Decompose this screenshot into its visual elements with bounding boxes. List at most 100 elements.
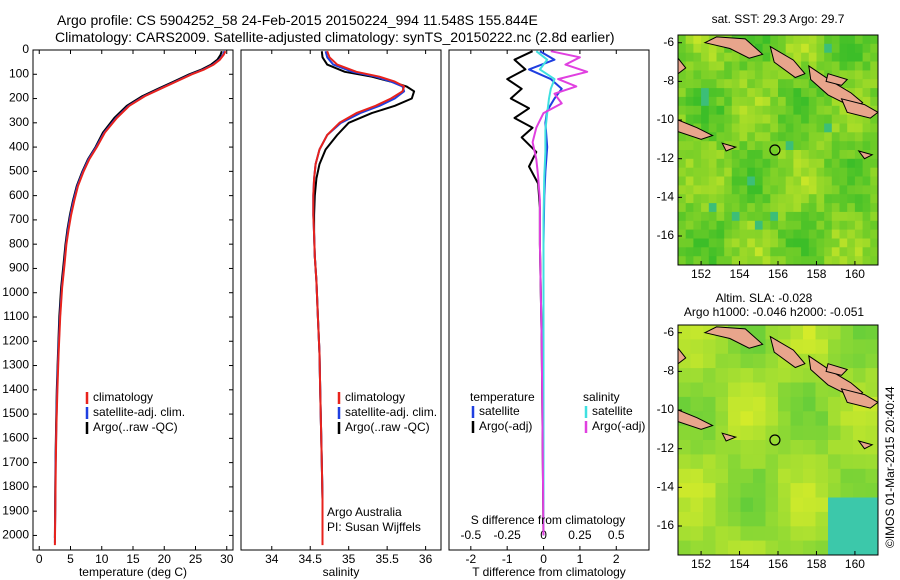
heatmap-cell [831,123,841,133]
heatmap-cell [770,114,779,124]
heatmap-cell [839,150,848,160]
heatmap-cell [840,440,854,455]
heatmap-cell [762,114,771,124]
heatmap-cell [731,132,741,142]
heatmap-cell [831,238,841,248]
heatmap-cell [847,194,856,204]
heatmap-cell [778,483,792,499]
map-y-tick-label: -12 [657,441,675,455]
heatmap-cell [840,353,854,369]
heatmap-cell [847,141,856,151]
annotation-pi: PI: Susan Wijffels [327,520,421,534]
heatmap-cell [753,454,767,470]
heatmap-cell [853,497,867,513]
heatmap-cell [847,132,856,142]
heatmap-cell [753,382,767,398]
heatmap-cell [762,105,771,116]
heatmap-cell [824,43,833,54]
heatmap-cell [765,325,779,340]
heatmap-cell [716,211,725,222]
heatmap-cell [701,185,710,195]
heatmap-cell [770,35,779,45]
heatmap-cell [778,96,787,107]
land-polygon [840,98,878,119]
heatmap-cell [753,468,767,484]
heatmap-cell [801,203,810,213]
heatmap-cell [708,185,718,195]
heatmap-cell [701,88,710,98]
heatmap-cell [715,382,729,398]
heatmap-cell [862,96,871,107]
heatmap-cell [865,483,878,499]
heatmap-cell [693,256,702,265]
heatmap-cell [828,454,842,470]
heatmap-cell [693,61,702,71]
heatmap-cell [808,61,818,71]
heatmap-cell [790,511,804,527]
heatmap-cell [847,123,856,133]
heatmap-cell [770,132,779,142]
heatmap-cell [793,52,802,63]
heatmap-cell [808,52,818,63]
heatmap-cell [754,247,764,257]
heatmap-cell [716,158,725,169]
heatmap-cell [690,368,704,384]
heatmap-cell [685,35,694,45]
heatmap-cell [828,468,842,484]
heatmap-cell [865,339,878,355]
heatmap-cell [828,511,842,527]
heatmap-cell [847,185,856,195]
heatmap-cell [831,194,841,204]
heatmap-cell [754,141,764,151]
heatmap-cell [778,425,792,441]
heatmap-cell [839,220,848,231]
y-tick-label: 1200 [2,333,29,347]
heatmap-cell [785,176,794,186]
heatmap-cell [778,43,787,54]
heatmap-cell [824,167,833,178]
heatmap-cell [793,96,802,107]
legend-label: Argo(..raw -QC) [345,420,430,434]
heatmap-cell [839,185,848,195]
heatmap-cell [847,43,856,54]
heatmap-cell [865,411,878,427]
legend-label: satellite [592,404,633,418]
heatmap-cell [678,132,687,142]
heatmap-cell [739,256,748,265]
heatmap-cell [808,79,818,89]
heatmap-cell [847,35,856,45]
sla-float-position-marker [769,434,781,446]
heatmap-cell [839,132,848,142]
heatmap-cell [762,256,771,265]
heatmap-cell [862,61,871,71]
heatmap-cell [847,203,856,213]
heatmap-cell [715,483,729,499]
heatmap-cell [793,35,802,45]
heatmap-cell [870,114,878,124]
heatmap-cell [754,229,764,239]
heatmap-cell [870,70,878,80]
heatmap-cell [731,194,741,204]
heatmap-cell [778,176,787,186]
heatmap-cell [731,256,741,265]
x-tick-label: 15 [126,552,140,566]
heatmap-cell [690,468,704,484]
heatmap-cell [854,247,864,257]
heatmap-cell [815,325,829,340]
heatmap-cell [678,238,687,248]
heatmap-cell [754,52,764,63]
heatmap-cell [862,70,871,80]
heatmap-cell [815,396,829,412]
heatmap-cell [754,132,764,142]
heatmap-cell [728,396,742,412]
heatmap-cell [685,70,694,80]
heatmap-cell [785,238,794,248]
heatmap-cell [690,454,704,470]
heatmap-cell [853,483,867,499]
heatmap-cell [793,123,802,133]
heatmap-cell [765,368,779,384]
heatmap-cell [678,211,687,222]
heatmap-cell [693,203,702,213]
map-y-tick-label: -16 [657,228,675,242]
